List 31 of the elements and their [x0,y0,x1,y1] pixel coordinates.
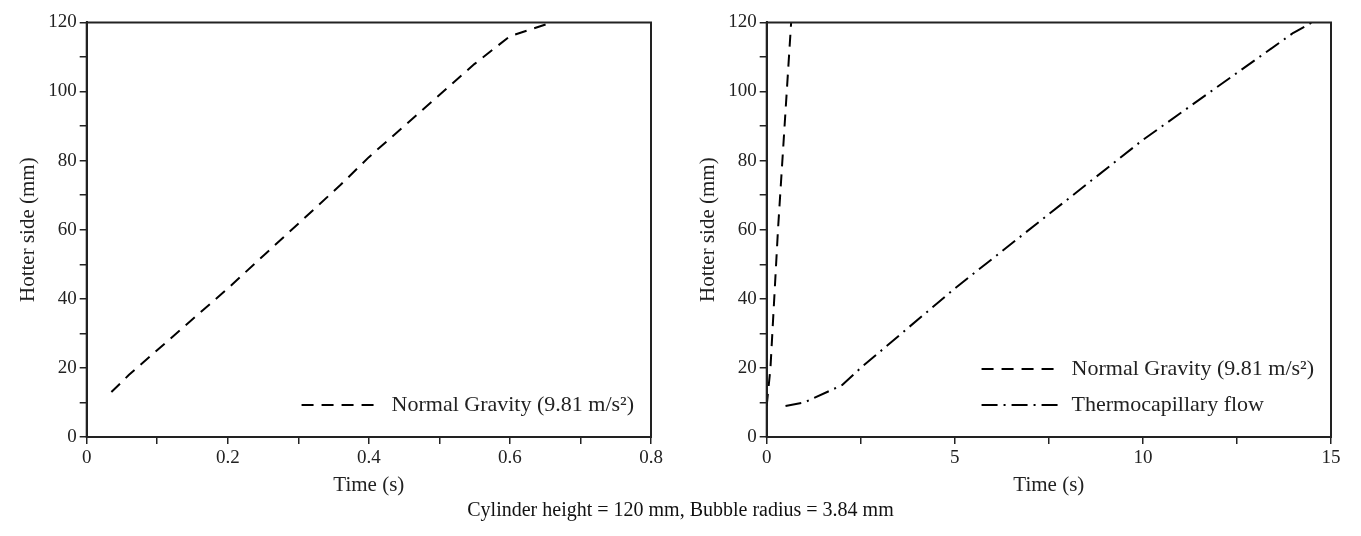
x-axis-title: Time (s) [333,471,405,496]
x-axis-title: Time (s) [1013,471,1085,496]
y-tick-label: 100 [728,79,757,101]
y-axis-title: Hotter side (mm) [15,157,40,303]
legend-label: Thermocapillary flow [1071,390,1265,416]
y-axis-title: Hotter side (mm) [695,157,720,303]
y-tick-label: 100 [48,79,77,101]
x-tick-label: 0.2 [215,446,240,468]
y-tick-label: 0 [67,424,77,446]
y-tick-label: 20 [737,355,757,377]
x-tick-label: 0 [81,446,92,468]
y-tick-label: 60 [737,217,757,239]
y-tick-label: 120 [728,10,757,32]
y-tick-label: 60 [57,217,77,239]
y-tick-label: 120 [48,10,77,32]
y-tick-label: 20 [57,355,77,377]
y-tick-label: 40 [57,286,77,308]
x-tick-label: 10 [1133,446,1153,468]
legend-label: Normal Gravity (9.81 m/s²) [391,390,635,416]
x-tick-label: 0.4 [356,446,382,468]
text: Cylinder height = 120 mm, Bubble radius = 3.84 mm [466,498,895,521]
x-tick-label: 0 [761,446,772,468]
x-tick-label: 0.6 [498,446,522,468]
y-tick-label: 40 [737,286,757,308]
legend-label: Normal Gravity (9.81 m/s²) [1071,354,1315,380]
x-tick-label: 5 [950,446,960,468]
x-tick-label: 0.8 [639,446,663,468]
y-tick-label: 80 [737,148,757,170]
y-tick-label: 0 [747,424,757,446]
x-tick-label: 15 [1321,446,1341,468]
y-tick-label: 80 [57,148,77,170]
